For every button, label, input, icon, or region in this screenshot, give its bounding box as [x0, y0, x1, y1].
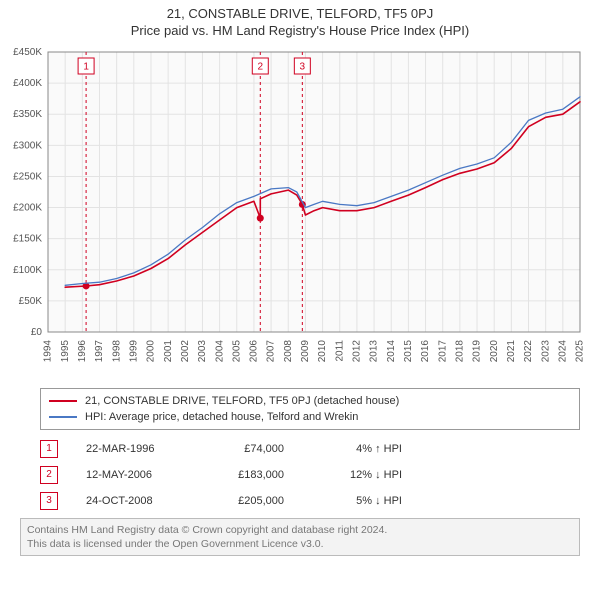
svg-text:2016: 2016: [420, 340, 431, 363]
svg-text:£350K: £350K: [13, 109, 42, 120]
credits: Contains HM Land Registry data © Crown c…: [20, 518, 580, 556]
svg-text:2001: 2001: [163, 340, 174, 363]
legend-label: 21, CONSTABLE DRIVE, TELFORD, TF5 0PJ (d…: [85, 393, 399, 409]
svg-text:1996: 1996: [77, 340, 88, 363]
title-address: 21, CONSTABLE DRIVE, TELFORD, TF5 0PJ: [0, 6, 600, 21]
svg-text:2017: 2017: [437, 340, 448, 363]
svg-text:2013: 2013: [369, 340, 380, 363]
svg-text:2005: 2005: [231, 340, 242, 363]
table-row: 1 22-MAR-1996 £74,000 4% ↑ HPI: [40, 436, 580, 462]
svg-text:1994: 1994: [43, 340, 54, 363]
svg-text:2018: 2018: [455, 340, 466, 363]
svg-text:2007: 2007: [266, 340, 277, 363]
svg-text:1995: 1995: [60, 340, 71, 363]
credits-line: This data is licensed under the Open Gov…: [27, 537, 573, 551]
table-row: 2 12-MAY-2006 £183,000 12% ↓ HPI: [40, 462, 580, 488]
marker-diff: 4% ↑ HPI: [312, 436, 402, 462]
svg-text:1998: 1998: [111, 340, 122, 363]
price-marker-table: 1 22-MAR-1996 £74,000 4% ↑ HPI 2 12-MAY-…: [40, 436, 580, 514]
marker-chip: 3: [40, 492, 58, 510]
svg-text:2009: 2009: [300, 340, 311, 363]
svg-text:2008: 2008: [283, 340, 294, 363]
svg-text:2025: 2025: [575, 340, 586, 363]
marker-price: £183,000: [214, 462, 284, 488]
svg-text:2019: 2019: [472, 340, 483, 363]
legend-swatch: [49, 416, 77, 418]
svg-text:3: 3: [300, 62, 306, 73]
svg-text:£400K: £400K: [13, 78, 42, 89]
svg-text:2002: 2002: [180, 340, 191, 363]
credits-line: Contains HM Land Registry data © Crown c…: [27, 523, 573, 537]
marker-chip: 2: [40, 466, 58, 484]
chart-svg: £0 £50K £100K £150K £200K £250K £300K £350K £400…: [0, 42, 600, 382]
svg-text:2010: 2010: [317, 340, 328, 363]
title-subtitle: Price paid vs. HM Land Registry's House …: [0, 23, 600, 38]
table-row: 3 24-OCT-2008 £205,000 5% ↓ HPI: [40, 488, 580, 514]
svg-text:£50K: £50K: [19, 296, 43, 307]
svg-text:2012: 2012: [352, 340, 363, 363]
marker-diff: 5% ↓ HPI: [312, 488, 402, 514]
chart: £0 £50K £100K £150K £200K £250K £300K £350K £400…: [0, 42, 600, 382]
svg-text:2000: 2000: [146, 340, 157, 363]
marker-price: £205,000: [214, 488, 284, 514]
svg-text:£0: £0: [31, 327, 43, 338]
svg-text:£300K: £300K: [13, 140, 42, 151]
legend-swatch: [49, 400, 77, 402]
svg-text:£450K: £450K: [13, 47, 42, 58]
svg-text:2015: 2015: [403, 340, 414, 363]
legend: 21, CONSTABLE DRIVE, TELFORD, TF5 0PJ (d…: [40, 388, 580, 430]
svg-text:2014: 2014: [386, 340, 397, 363]
svg-text:1999: 1999: [128, 340, 139, 363]
marker-date: 12-MAY-2006: [86, 462, 186, 488]
svg-text:2021: 2021: [506, 340, 517, 363]
svg-text:2024: 2024: [557, 340, 568, 363]
page: 21, CONSTABLE DRIVE, TELFORD, TF5 0PJ Pr…: [0, 0, 600, 556]
marker-diff: 12% ↓ HPI: [312, 462, 402, 488]
marker-chip: 1: [40, 440, 58, 458]
svg-text:£150K: £150K: [13, 234, 42, 245]
legend-item: HPI: Average price, detached house, Telf…: [49, 409, 571, 425]
svg-text:£250K: £250K: [13, 171, 42, 182]
svg-text:2003: 2003: [197, 340, 208, 363]
svg-text:£100K: £100K: [13, 265, 42, 276]
svg-text:1997: 1997: [94, 340, 105, 363]
svg-text:2011: 2011: [334, 340, 345, 362]
chart-title: 21, CONSTABLE DRIVE, TELFORD, TF5 0PJ Pr…: [0, 0, 600, 42]
svg-text:2006: 2006: [249, 340, 260, 363]
svg-text:2020: 2020: [489, 340, 500, 363]
marker-date: 24-OCT-2008: [86, 488, 186, 514]
svg-text:2004: 2004: [214, 340, 225, 363]
svg-text:2022: 2022: [523, 340, 534, 363]
svg-text:2023: 2023: [540, 340, 551, 363]
svg-text:£200K: £200K: [13, 203, 42, 214]
svg-text:1: 1: [83, 62, 89, 73]
legend-label: HPI: Average price, detached house, Telf…: [85, 409, 358, 425]
marker-price: £74,000: [214, 436, 284, 462]
legend-item: 21, CONSTABLE DRIVE, TELFORD, TF5 0PJ (d…: [49, 393, 571, 409]
svg-text:2: 2: [258, 62, 264, 73]
marker-date: 22-MAR-1996: [86, 436, 186, 462]
